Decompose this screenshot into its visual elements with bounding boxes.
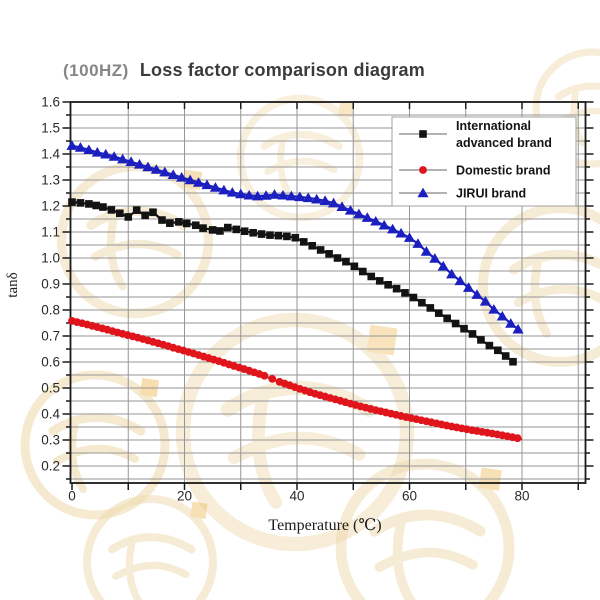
x-tick-label: 0 (68, 489, 76, 504)
x-tick-label: 60 (402, 489, 417, 504)
y-tick-label: 0.5 (41, 381, 60, 396)
x-tick-label: 80 (514, 489, 529, 504)
legend-entry: JIRUI brand (399, 187, 526, 201)
chart-title: (100HZ) Loss factor comparison diagram (63, 60, 425, 81)
y-tick-label: 0.2 (41, 459, 60, 474)
plot-frame (69, 101, 587, 484)
axis-ticks (62, 101, 594, 490)
y-tick-label: 1.2 (41, 199, 60, 214)
y-tick-label: 1.3 (41, 173, 60, 188)
y-tick-label: 1.1 (41, 225, 60, 240)
legend-entry: International advanced brand (399, 119, 552, 150)
legend-entry: Domestic brand (399, 164, 550, 178)
title-text: Loss factor comparison diagram (139, 60, 425, 80)
legend: International advanced brand Domestic bran… (391, 116, 577, 207)
y-axis-label: tanδ (5, 272, 21, 297)
title-frequency-prefix: (100HZ) (63, 61, 129, 80)
y-tick-label: 1.0 (41, 251, 60, 266)
y-tick-label: 1.5 (41, 121, 60, 136)
y-tick-label: 1.6 (41, 95, 60, 110)
legend-label: Domestic brand (456, 164, 550, 178)
y-tick-label: 0.7 (41, 329, 60, 344)
legend-label: JIRUI brand (456, 187, 526, 201)
x-tick-label: 40 (289, 489, 304, 504)
y-tick-labels: 1.6 1.5 1.4 1.3 1.2 1.1 1.0 0.9 0.8 0.7 0.6 0.5 0.4 0… (41, 95, 60, 474)
x-tick-labels: 0 20 40 60 80 (68, 489, 529, 504)
legend-label: advanced brand (456, 136, 552, 150)
series-international-advanced-brand (68, 198, 517, 366)
x-axis-label: Temperature (℃) (268, 517, 381, 534)
y-tick-label: 0.4 (41, 407, 60, 422)
legend-label: International (456, 119, 531, 133)
y-tick-label: 0.8 (41, 303, 60, 318)
y-tick-label: 1.4 (41, 147, 60, 162)
series-domestic-brand (68, 317, 523, 443)
y-tick-label: 0.6 (41, 355, 60, 370)
y-tick-label: 0.3 (41, 433, 60, 448)
series-jirui-brand (66, 140, 524, 334)
x-tick-label: 20 (177, 489, 192, 504)
y-tick-label: 0.9 (41, 277, 60, 292)
